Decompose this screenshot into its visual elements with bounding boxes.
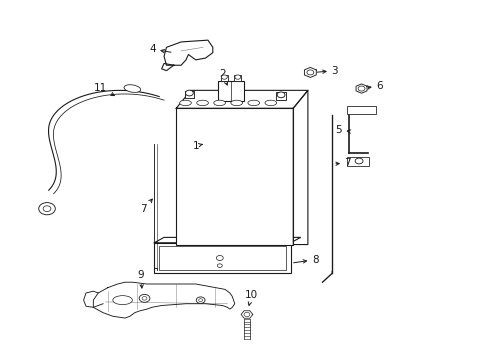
Bar <box>159 246 285 270</box>
Circle shape <box>198 299 202 302</box>
Text: 9: 9 <box>138 270 144 288</box>
Text: 3: 3 <box>316 66 337 76</box>
Bar <box>234 75 241 81</box>
Ellipse shape <box>113 296 132 305</box>
Circle shape <box>216 256 223 261</box>
Bar <box>346 157 368 166</box>
Circle shape <box>221 75 227 79</box>
Circle shape <box>43 206 51 212</box>
Text: 8: 8 <box>293 255 318 265</box>
Ellipse shape <box>230 100 242 105</box>
Ellipse shape <box>196 100 208 105</box>
Circle shape <box>306 70 313 75</box>
Circle shape <box>185 90 193 96</box>
Text: 7: 7 <box>335 158 350 168</box>
Text: 6: 6 <box>366 81 382 91</box>
Text: 7: 7 <box>140 199 152 215</box>
Bar <box>176 108 293 244</box>
Circle shape <box>244 312 249 317</box>
Ellipse shape <box>124 85 141 93</box>
Circle shape <box>217 264 222 267</box>
Circle shape <box>354 158 362 164</box>
Bar <box>221 75 227 81</box>
Circle shape <box>142 297 147 300</box>
Bar <box>184 90 194 98</box>
Circle shape <box>39 203 55 215</box>
Ellipse shape <box>179 100 191 105</box>
Text: 5: 5 <box>335 125 350 135</box>
Circle shape <box>196 297 204 303</box>
Circle shape <box>277 92 285 98</box>
Text: 2: 2 <box>219 69 227 85</box>
Bar <box>346 107 375 114</box>
Circle shape <box>139 294 150 302</box>
Bar <box>276 92 285 100</box>
Text: 10: 10 <box>245 290 258 305</box>
Bar <box>217 81 244 101</box>
Ellipse shape <box>247 100 259 105</box>
Ellipse shape <box>264 100 276 105</box>
Ellipse shape <box>213 100 225 105</box>
Bar <box>154 243 290 273</box>
Text: 4: 4 <box>149 44 171 54</box>
Text: 1: 1 <box>192 141 202 151</box>
Circle shape <box>234 75 240 79</box>
Circle shape <box>357 86 364 91</box>
Text: 11: 11 <box>94 83 114 96</box>
